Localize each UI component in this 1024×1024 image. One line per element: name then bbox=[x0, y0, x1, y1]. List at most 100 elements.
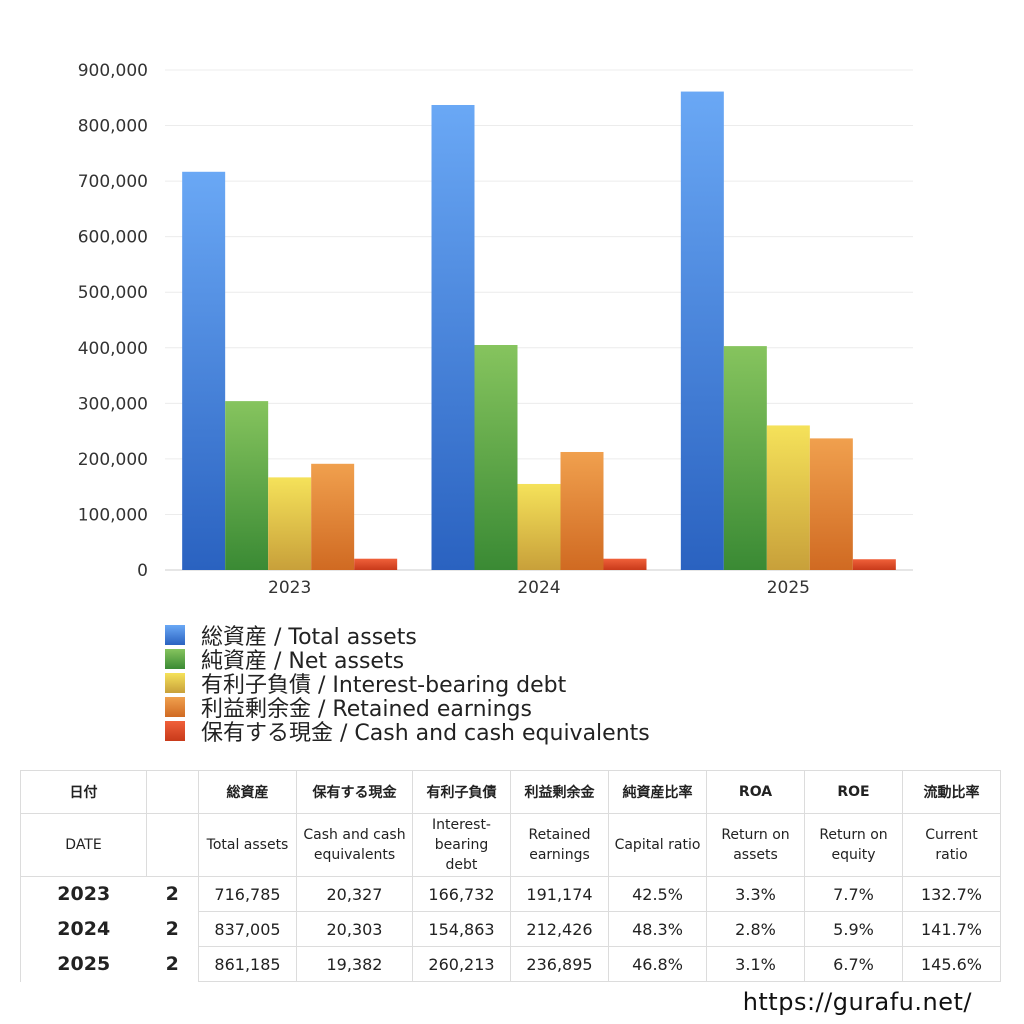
bar-2024-series-1 bbox=[474, 345, 518, 570]
legend-item: 有利子負債 / Interest-bearing debt bbox=[165, 671, 650, 698]
legend-item: 利益剰余金 / Retained earnings bbox=[165, 695, 650, 722]
table-row-cell: 3.1% bbox=[706, 946, 805, 982]
table-row-cell: 48.3% bbox=[608, 911, 707, 947]
table-header-en: DATE Total assets Cash and cash equivalent… bbox=[20, 813, 1001, 877]
legend-swatch bbox=[165, 649, 185, 669]
table-header-en-cell: Return on equity bbox=[804, 813, 903, 877]
x-axis-ticks: 2023 2024 2025 bbox=[268, 578, 810, 598]
legend-label: 保有する現金 / Cash and cash equivalents bbox=[201, 721, 650, 746]
table-header-jp-cell: 保有する現金 bbox=[296, 770, 413, 814]
legend-label: 利益剰余金 / Retained earnings bbox=[201, 697, 532, 722]
table-row-cell: 46.8% bbox=[608, 946, 707, 982]
y-tick-label: 100,000 bbox=[78, 505, 148, 525]
table-row-cell: 166,732 bbox=[412, 876, 511, 912]
y-tick-label: 800,000 bbox=[78, 117, 148, 137]
legend-item: 純資産 / Net assets bbox=[165, 647, 650, 674]
table-row-cell: 2 bbox=[146, 911, 199, 947]
table-header-en-cell: Capital ratio bbox=[608, 813, 707, 877]
data-table: 日付 総資産 保有する現金 有利子負債 利益剰余金 純資産比率 ROA ROE 流動比率 DATE… bbox=[20, 770, 1001, 982]
table-row-cell: 5.9% bbox=[804, 911, 903, 947]
bar-2024-series-3 bbox=[560, 451, 604, 570]
bar-2023-series-0 bbox=[182, 171, 226, 570]
bar-2025-series-0 bbox=[680, 91, 724, 570]
y-tick-label: 200,000 bbox=[78, 450, 148, 470]
legend-item: 総資産 / Total assets bbox=[165, 623, 650, 650]
y-tick-label: 0 bbox=[137, 561, 148, 581]
bar-2023-series-3 bbox=[311, 463, 355, 570]
table-row: 2024 2 837,005 20,303 154,863 212,426 48.3% 2.8… bbox=[20, 911, 1001, 947]
y-tick-label: 700,000 bbox=[78, 172, 148, 192]
table-row-cell: 145.6% bbox=[902, 946, 1001, 982]
table-row-cell: 260,213 bbox=[412, 946, 511, 982]
legend-swatch bbox=[165, 673, 185, 693]
legend-label: 総資産 / Total assets bbox=[201, 625, 417, 650]
legend-swatch bbox=[165, 721, 185, 741]
bar-2023-series-4 bbox=[354, 558, 398, 570]
bar-2024-series-4 bbox=[603, 558, 647, 570]
bar-2024-series-2 bbox=[517, 483, 561, 570]
table-row-cell: 236,895 bbox=[510, 946, 609, 982]
table-row-cell: 716,785 bbox=[198, 876, 297, 912]
legend-label: 純資産 / Net assets bbox=[201, 649, 405, 674]
legend-swatch bbox=[165, 625, 185, 645]
table-header-jp-cell: ROA bbox=[706, 770, 805, 814]
x-tick-label: 2024 bbox=[517, 578, 560, 598]
y-tick-label: 900,000 bbox=[78, 61, 148, 81]
table-row-cell: 19,382 bbox=[296, 946, 413, 982]
bar-2025-series-4 bbox=[852, 559, 896, 570]
table-header-jp-cell: 純資産比率 bbox=[608, 770, 707, 814]
table-header-jp-cell bbox=[146, 770, 199, 814]
table-header-jp-cell: 日付 bbox=[20, 770, 147, 814]
bars bbox=[182, 91, 896, 570]
y-tick-label: 300,000 bbox=[78, 394, 148, 414]
table-header-jp: 日付 総資産 保有する現金 有利子負債 利益剰余金 純資産比率 ROA ROE 流動比率 bbox=[20, 770, 1001, 814]
table-header-en-cell: Cash and cash equivalents bbox=[296, 813, 413, 877]
x-tick-label: 2025 bbox=[767, 578, 810, 598]
table-row-cell: 2023 bbox=[20, 876, 147, 912]
legend-swatch bbox=[165, 697, 185, 717]
site-url[interactable]: https://gurafu.net/ bbox=[742, 988, 972, 1016]
y-tick-label: 500,000 bbox=[78, 283, 148, 303]
table-header-en-cell: Current ratio bbox=[902, 813, 1001, 877]
bar-chart: 0 100,000 200,000 300,000 400,000 500,000 600,… bbox=[78, 61, 913, 598]
table-row-cell: 3.3% bbox=[706, 876, 805, 912]
bar-2024-series-0 bbox=[431, 104, 475, 570]
bar-2025-series-3 bbox=[809, 438, 853, 570]
table-row-cell: 191,174 bbox=[510, 876, 609, 912]
legend-item: 保有する現金 / Cash and cash equivalents bbox=[165, 719, 650, 746]
table-header-en-cell: Total assets bbox=[198, 813, 297, 877]
legend: 総資産 / Total assets 純資産 / Net assets 有利子負債 … bbox=[165, 623, 650, 746]
bar-2023-series-2 bbox=[268, 477, 312, 570]
table-row-cell: 2 bbox=[146, 946, 199, 982]
bar-2023-series-1 bbox=[225, 401, 269, 570]
table-row-cell: 6.7% bbox=[804, 946, 903, 982]
table-row-cell: 42.5% bbox=[608, 876, 707, 912]
table-row-cell: 141.7% bbox=[902, 911, 1001, 947]
table-header-en-cell: Retained earnings bbox=[510, 813, 609, 877]
table-header-jp-cell: ROE bbox=[804, 770, 903, 814]
bar-2025-series-2 bbox=[766, 425, 810, 570]
table-header-jp-cell: 有利子負債 bbox=[412, 770, 511, 814]
table-header-jp-cell: 総資産 bbox=[198, 770, 297, 814]
table-row-cell: 20,327 bbox=[296, 876, 413, 912]
table-header-en-cell: DATE bbox=[20, 813, 147, 877]
legend-label: 有利子負債 / Interest-bearing debt bbox=[201, 673, 567, 698]
table-row-cell: 2024 bbox=[20, 911, 147, 947]
table-header-jp-cell: 流動比率 bbox=[902, 770, 1001, 814]
y-tick-label: 600,000 bbox=[78, 228, 148, 248]
table-row-cell: 2.8% bbox=[706, 911, 805, 947]
table-row-cell: 154,863 bbox=[412, 911, 511, 947]
table-row-cell: 7.7% bbox=[804, 876, 903, 912]
table-row-cell: 837,005 bbox=[198, 911, 297, 947]
table-header-en-cell: Interest-bearing debt bbox=[412, 813, 511, 877]
table-row-cell: 2025 bbox=[20, 946, 147, 982]
table-row-cell: 20,303 bbox=[296, 911, 413, 947]
table-row-cell: 132.7% bbox=[902, 876, 1001, 912]
table-row: 2025 2 861,185 19,382 260,213 236,895 46.8% 3.1… bbox=[20, 946, 1001, 982]
table-header-jp-cell: 利益剰余金 bbox=[510, 770, 609, 814]
table-header-en-cell: Return on assets bbox=[706, 813, 805, 877]
y-tick-label: 400,000 bbox=[78, 339, 148, 359]
table-row: 2023 2 716,785 20,327 166,732 191,174 42.5% 3.3… bbox=[20, 876, 1001, 912]
bar-2025-series-1 bbox=[723, 346, 767, 570]
table-row-cell: 861,185 bbox=[198, 946, 297, 982]
